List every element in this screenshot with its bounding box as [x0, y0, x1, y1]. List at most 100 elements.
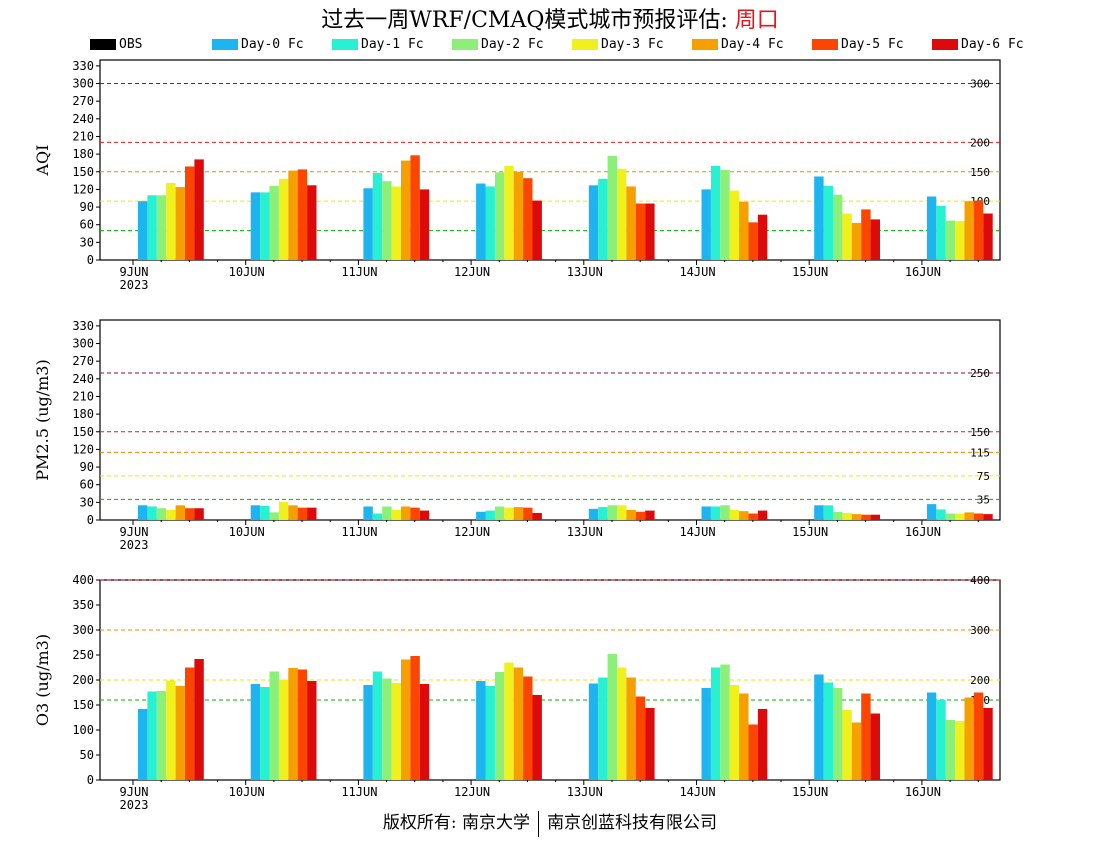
plot-frame [99, 319, 1001, 521]
bar-day-6-fc-10jun [307, 185, 317, 260]
y-tick-label: 60 [80, 218, 94, 232]
bar-day-1-fc-9jun [147, 195, 157, 260]
threshold-label-150: 150 [970, 426, 990, 439]
bar-day-1-fc-12jun [485, 186, 495, 260]
bar-day-1-fc-10jun [260, 505, 270, 520]
legend: OBS Day-0 Fc Day-1 Fc Day-2 Fc Day-3 Fc Day-4… [0, 35, 1100, 55]
bar-day-4-fc-9jun [175, 505, 185, 520]
y-tick-label: 240 [72, 372, 94, 386]
bar-day-0-fc-16jun [926, 196, 937, 260]
bar-day-2-fc-10jun [269, 671, 279, 780]
bar-day-0-fc-14jun [701, 189, 711, 260]
bar-day-1-fc-12jun [485, 510, 495, 520]
bar-day-2-fc-10jun [269, 185, 279, 260]
x-tick-label-12jun: 12JUN [454, 525, 490, 539]
x-year-label: 2023 [120, 538, 149, 552]
legend-swatch [212, 38, 238, 50]
threshold-label-115: 115 [970, 446, 990, 459]
bar-day-0-fc-13jun [588, 185, 599, 260]
legend-item-day-2-fc: Day-2 Fc [452, 35, 544, 53]
copyright-right: 南京创蓝科技有限公司 [547, 813, 718, 833]
bar-day-0-fc-11jun [363, 506, 373, 520]
bar-day-5-fc-12jun [523, 178, 533, 260]
y-tick-label: 90 [80, 460, 94, 474]
bar-day-2-fc-11jun [382, 678, 392, 780]
y-tick-label: 300 [72, 77, 94, 91]
bar-day-2-fc-12jun [494, 506, 505, 520]
bar-day-5-fc-14jun [748, 513, 758, 520]
bar-day-1-fc-11jun [372, 172, 383, 260]
bar-day-5-fc-13jun [635, 203, 646, 260]
bar-day-4-fc-12jun [513, 667, 524, 780]
chart-panel-pm2-5-ug-m3: 35 75 115 150 250 0 30 60 90 120 150 180 210 240 270 30… [33, 319, 1001, 552]
bar-day-0-fc-14jun [701, 688, 711, 780]
plot-frame [99, 59, 1001, 261]
bar-day-3-fc-13jun [617, 505, 627, 520]
bar-day-4-fc-13jun [626, 677, 636, 780]
bar-day-2-fc-16jun [945, 720, 956, 780]
bar-day-0-fc-13jun [588, 508, 599, 520]
bar-day-3-fc-13jun [617, 667, 627, 780]
threshold-label-150: 150 [970, 166, 990, 179]
bar-day-1-fc-13jun [598, 677, 608, 780]
bar-day-0-fc-11jun [363, 188, 373, 260]
bar-day-6-fc-13jun [645, 708, 655, 780]
bar-day-6-fc-11jun [419, 684, 430, 780]
copyright-footer: 版权所有: 南京大学 南京创蓝科技有限公司 [0, 808, 1100, 837]
chart-title-prefix: 过去一周WRF/CMAQ模式城市预报评估: [321, 8, 735, 33]
bar-day-2-fc-12jun [494, 672, 505, 780]
bar-day-4-fc-16jun [964, 201, 974, 260]
chart-title: 过去一周WRF/CMAQ模式城市预报评估: 周口 [0, 2, 1100, 34]
legend-label: Day-2 Fc [481, 36, 544, 52]
bar-day-1-fc-15jun [823, 505, 833, 520]
bar-day-4-fc-16jun [964, 697, 974, 780]
bar-day-2-fc-9jun [156, 691, 167, 780]
y-tick-label: 270 [72, 94, 94, 108]
bar-day-3-fc-15jun [842, 710, 852, 780]
bar-day-3-fc-11jun [391, 683, 401, 780]
bar-day-3-fc-14jun [729, 190, 740, 260]
bar-day-2-fc-16jun [945, 513, 956, 520]
legend-item-day-1-fc: Day-1 Fc [332, 35, 424, 53]
bar-day-0-fc-10jun [250, 684, 261, 780]
bar-day-3-fc-12jun [504, 165, 514, 260]
threshold-label-300: 300 [970, 624, 990, 637]
bar-day-4-fc-15jun [851, 514, 862, 520]
bar-day-6-fc-9jun [194, 659, 204, 780]
bar-day-1-fc-10jun [260, 687, 270, 780]
bar-day-1-fc-9jun [147, 691, 157, 780]
bar-day-6-fc-15jun [870, 713, 880, 780]
bar-day-6-fc-13jun [645, 510, 655, 520]
legend-item-day-0-fc: Day-0 Fc [212, 35, 304, 53]
x-tick-label-10jun: 10JUN [229, 525, 265, 539]
bar-day-1-fc-9jun [147, 506, 157, 520]
bar-day-3-fc-11jun [391, 186, 401, 260]
bar-day-5-fc-16jun [973, 692, 984, 780]
bar-day-0-fc-12jun [476, 183, 486, 260]
bar-day-2-fc-11jun [382, 506, 392, 520]
y-tick-label: 250 [72, 648, 94, 662]
legend-label: Day-1 Fc [361, 36, 424, 52]
bar-day-1-fc-10jun [260, 192, 270, 260]
x-tick-label-11jun: 11JUN [341, 785, 377, 799]
y-tick-label: 0 [87, 253, 94, 267]
bar-day-3-fc-9jun [166, 510, 176, 520]
x-tick-label-14jun: 14JUN [679, 785, 715, 799]
legend-swatch [332, 38, 358, 50]
bar-day-5-fc-13jun [635, 696, 646, 780]
bar-day-2-fc-10jun [269, 512, 279, 520]
legend-item-day-6-fc: Day-6 Fc [932, 35, 1024, 53]
threshold-label-400: 400 [970, 574, 990, 587]
y-tick-label: 200 [72, 673, 94, 687]
bar-day-5-fc-12jun [523, 507, 533, 520]
bar-day-6-fc-16jun [983, 514, 993, 520]
y-tick-label: 240 [72, 112, 94, 126]
y-tick-label: 400 [72, 573, 94, 587]
bar-day-6-fc-13jun [645, 203, 655, 260]
threshold-label-200: 200 [970, 674, 990, 687]
bar-day-6-fc-11jun [419, 510, 430, 520]
copyright-left: 版权所有: 南京大学 [382, 813, 531, 833]
bar-day-1-fc-14jun [710, 506, 721, 520]
bar-day-5-fc-10jun [297, 507, 308, 520]
x-tick-label-12jun: 12JUN [454, 265, 490, 279]
